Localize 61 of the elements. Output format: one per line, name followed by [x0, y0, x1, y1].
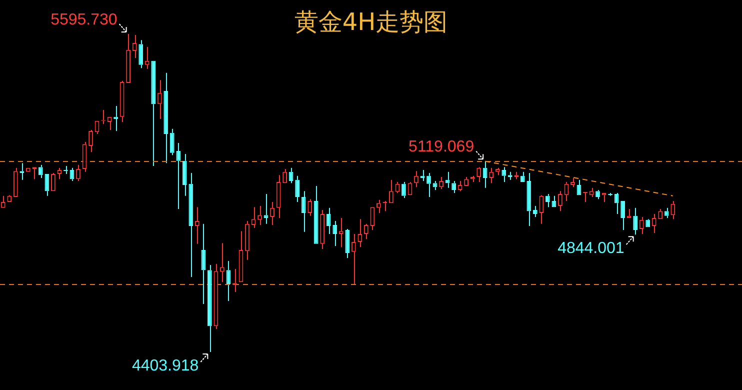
candlestick [132, 34, 137, 58]
candlestick [545, 194, 550, 208]
chart-title: 黄金4H走势图 [294, 8, 448, 36]
candlestick [295, 175, 300, 203]
candlestick [495, 167, 500, 176]
candlestick [207, 264, 212, 352]
candlestick [389, 179, 394, 204]
candlestick [38, 164, 43, 179]
candlestick [558, 190, 562, 212]
candlestick [426, 172, 431, 198]
candlestick [402, 182, 406, 199]
candlestick [526, 172, 532, 227]
candlestick [633, 207, 638, 236]
candlestick [144, 46, 150, 70]
candlestick [476, 166, 482, 183]
annotation: 4844.001 [558, 240, 624, 257]
candlestick [332, 220, 338, 247]
candlestick [338, 218, 344, 248]
candlestick [502, 166, 506, 183]
candlestick [270, 202, 274, 226]
candlestick [364, 223, 368, 240]
candlestick [532, 206, 538, 218]
candlestick [652, 214, 656, 234]
candlestick [639, 216, 644, 235]
candlestick [314, 186, 318, 244]
candlestick [157, 80, 162, 120]
candlestick [301, 190, 306, 232]
candlestick [282, 168, 287, 184]
candlestick [164, 72, 168, 164]
candlestick [151, 60, 156, 167]
text: 5595.730 [50, 11, 118, 28]
candlestick [351, 234, 356, 284]
candlestick [646, 218, 650, 228]
candlestick [138, 40, 144, 69]
candlestick [620, 200, 625, 231]
candlestick [76, 164, 80, 182]
candlestick [201, 223, 206, 304]
candlestick [188, 172, 194, 278]
candlestick [182, 153, 187, 196]
candlestick [570, 178, 575, 188]
candlestick [320, 210, 325, 250]
candlestick [88, 129, 93, 153]
candlestick [664, 207, 669, 219]
candlestick [126, 34, 131, 84]
candlestick [326, 207, 331, 235]
candlestick [520, 171, 525, 182]
candlestick [670, 200, 676, 220]
candlestick [452, 180, 456, 194]
candlestick [482, 160, 488, 188]
candlestick [539, 194, 544, 224]
candlestick [370, 207, 375, 231]
annotation: 5119.069 [408, 138, 474, 156]
text: 4403.918 [132, 357, 199, 374]
candlestick [245, 220, 250, 260]
candlestick [176, 142, 181, 210]
candlestick [308, 198, 312, 216]
candlestick [345, 228, 350, 259]
candlestick [358, 218, 362, 248]
candlestick [170, 128, 174, 156]
candlestick [51, 172, 56, 192]
candlestick [13, 167, 18, 197]
